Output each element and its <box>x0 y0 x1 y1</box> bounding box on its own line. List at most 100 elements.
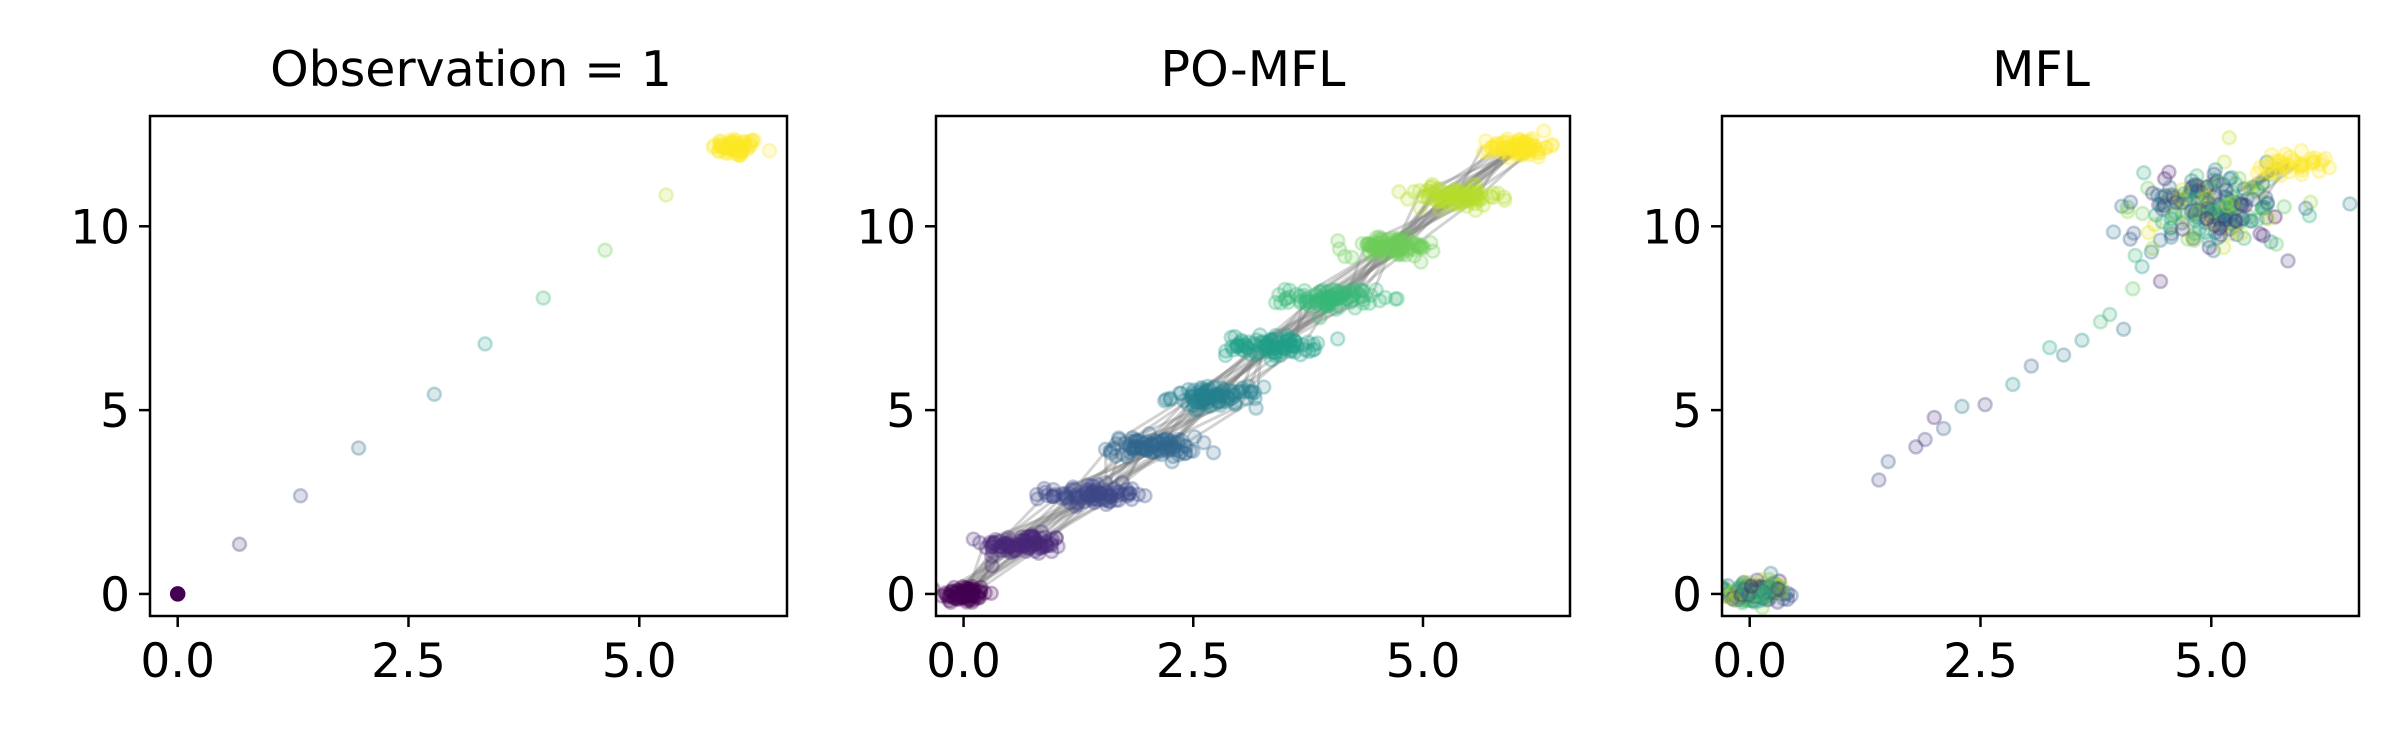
data-point <box>1124 433 1140 450</box>
data-point <box>1493 144 1509 161</box>
data-point <box>1030 535 1046 552</box>
data-point <box>2183 203 2199 220</box>
data-point <box>1155 435 1172 451</box>
data-point <box>1466 177 1482 193</box>
data-point <box>1517 136 1534 152</box>
data-point <box>1105 440 1122 457</box>
y-tick-label: 5 <box>1672 384 1702 439</box>
data-point <box>2301 207 2318 224</box>
data-point <box>1189 394 1206 411</box>
data-point <box>727 145 744 162</box>
data-point <box>2268 236 2285 252</box>
data-point <box>1752 579 1769 595</box>
data-point <box>1173 432 1189 448</box>
data-point <box>1200 388 1216 405</box>
data-point <box>1466 185 1482 202</box>
data-point <box>2242 213 2258 229</box>
data-point <box>1223 329 1240 346</box>
data-point <box>992 538 1008 555</box>
data-point <box>2232 196 2249 212</box>
data-point <box>1475 144 1492 160</box>
data-point <box>1307 292 1324 309</box>
data-point <box>1750 578 1767 595</box>
data-point <box>1102 493 1118 509</box>
data-point <box>1092 485 1108 502</box>
data-point <box>1413 239 1430 256</box>
data-point <box>1368 229 1385 246</box>
data-point <box>2105 224 2122 240</box>
panel-title: PO-MFL <box>1161 41 1347 98</box>
data-point <box>941 588 958 604</box>
data-point <box>729 137 745 154</box>
data-point <box>1170 431 1186 448</box>
data-point <box>1449 182 1466 199</box>
data-point <box>1227 396 1243 413</box>
data-point <box>1424 176 1441 193</box>
data-point <box>1005 543 1022 559</box>
data-point <box>1125 441 1141 457</box>
data-point <box>1763 587 1780 604</box>
data-point <box>724 141 741 158</box>
data-point <box>1123 491 1140 508</box>
data-point <box>940 589 956 605</box>
data-point <box>726 141 742 157</box>
data-point <box>710 143 727 160</box>
data-point <box>1084 491 1100 507</box>
data-point <box>2207 224 2224 241</box>
data-point <box>1390 247 1406 263</box>
data-point <box>2144 240 2161 257</box>
data-point <box>1015 532 1032 549</box>
data-point <box>1511 132 1528 148</box>
data-point <box>2245 179 2262 196</box>
data-point <box>1362 237 1379 254</box>
data-point <box>984 538 1001 555</box>
data-point <box>1134 441 1150 457</box>
data-point <box>1321 291 1338 308</box>
data-point <box>734 139 751 155</box>
data-point <box>1122 437 1138 454</box>
trajectory-line <box>1753 159 2284 595</box>
data-point <box>1508 138 1525 155</box>
data-point <box>1506 139 1522 156</box>
data-point <box>2218 199 2234 216</box>
data-point <box>1779 591 1796 608</box>
data-point <box>2234 211 2250 227</box>
data-point <box>2161 164 2177 180</box>
data-point <box>1102 443 1119 459</box>
data-point <box>1392 238 1409 255</box>
data-point <box>1247 390 1263 407</box>
data-point <box>2193 204 2209 220</box>
data-point <box>1754 584 1771 601</box>
data-point <box>1391 243 1407 259</box>
data-point <box>2213 210 2230 226</box>
data-point <box>1410 238 1426 254</box>
data-point <box>1149 434 1165 450</box>
trajectory-line <box>963 145 1525 599</box>
data-point <box>1448 186 1464 202</box>
data-point <box>2281 164 2298 180</box>
data-point <box>1764 576 1781 592</box>
data-point <box>1234 380 1250 396</box>
data-point <box>2198 201 2214 218</box>
data-point <box>2184 184 2200 200</box>
data-point <box>1016 532 1032 549</box>
data-point <box>1309 335 1326 351</box>
data-point <box>952 588 968 604</box>
data-point <box>1747 585 1764 601</box>
data-point <box>2228 213 2244 229</box>
data-point <box>1500 134 1516 150</box>
data-point <box>1483 188 1500 205</box>
data-point <box>1406 236 1423 252</box>
data-point <box>1119 488 1136 504</box>
data-point <box>1412 200 1429 216</box>
data-point <box>1230 384 1247 400</box>
data-point <box>1489 135 1505 152</box>
data-point <box>1033 539 1049 555</box>
data-point <box>2293 156 2309 172</box>
data-point <box>2127 247 2143 264</box>
data-point <box>1320 290 1336 306</box>
data-point <box>1977 396 1993 413</box>
data-point <box>2191 202 2207 218</box>
data-point <box>2262 164 2278 180</box>
data-point <box>1192 387 1209 403</box>
